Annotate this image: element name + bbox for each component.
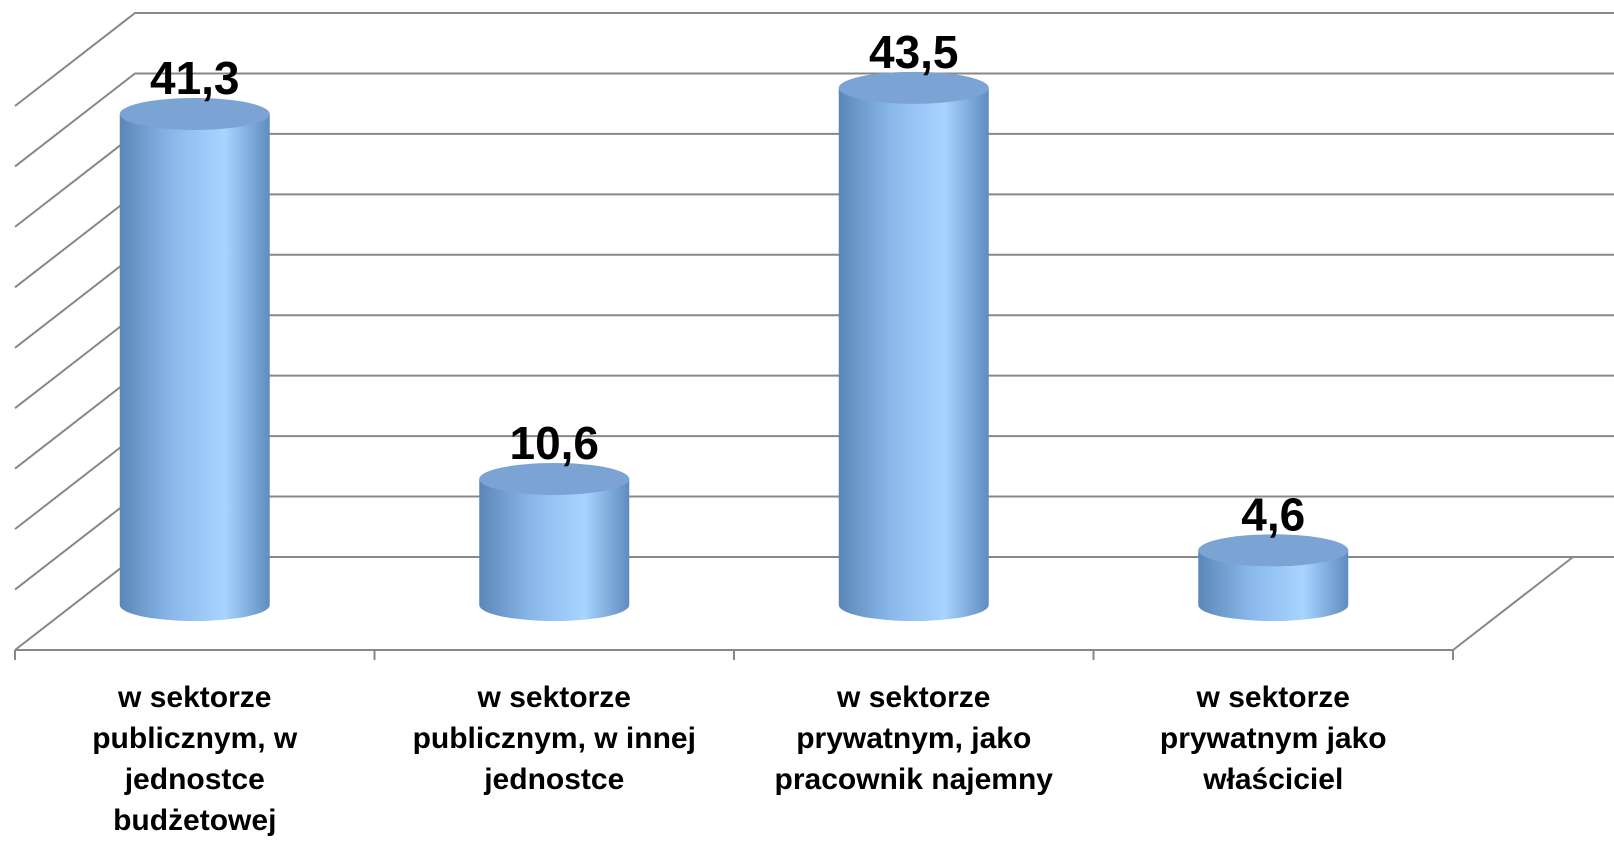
bar	[1198, 534, 1349, 621]
x-tick-label: w sektorze publicznym, w innej jednostce	[412, 681, 696, 796]
grid-line	[14, 12, 1614, 107]
data-label: 4,6	[1241, 488, 1305, 540]
bar	[119, 97, 270, 621]
bar	[479, 462, 630, 621]
x-tick-label: w sektorze publicznym, w jednostce budże…	[92, 681, 298, 837]
data-label: 43,5	[869, 26, 959, 78]
data-label: 41,3	[150, 52, 240, 104]
data-label: 10,6	[509, 417, 599, 469]
x-tick-label: w sektorze prywatnym jako właściciel	[1159, 681, 1387, 796]
bar	[838, 71, 989, 622]
grid-line	[14, 72, 1614, 168]
x-tick-label: w sektorze prywatnym, jako pracownik naj…	[774, 681, 1053, 796]
